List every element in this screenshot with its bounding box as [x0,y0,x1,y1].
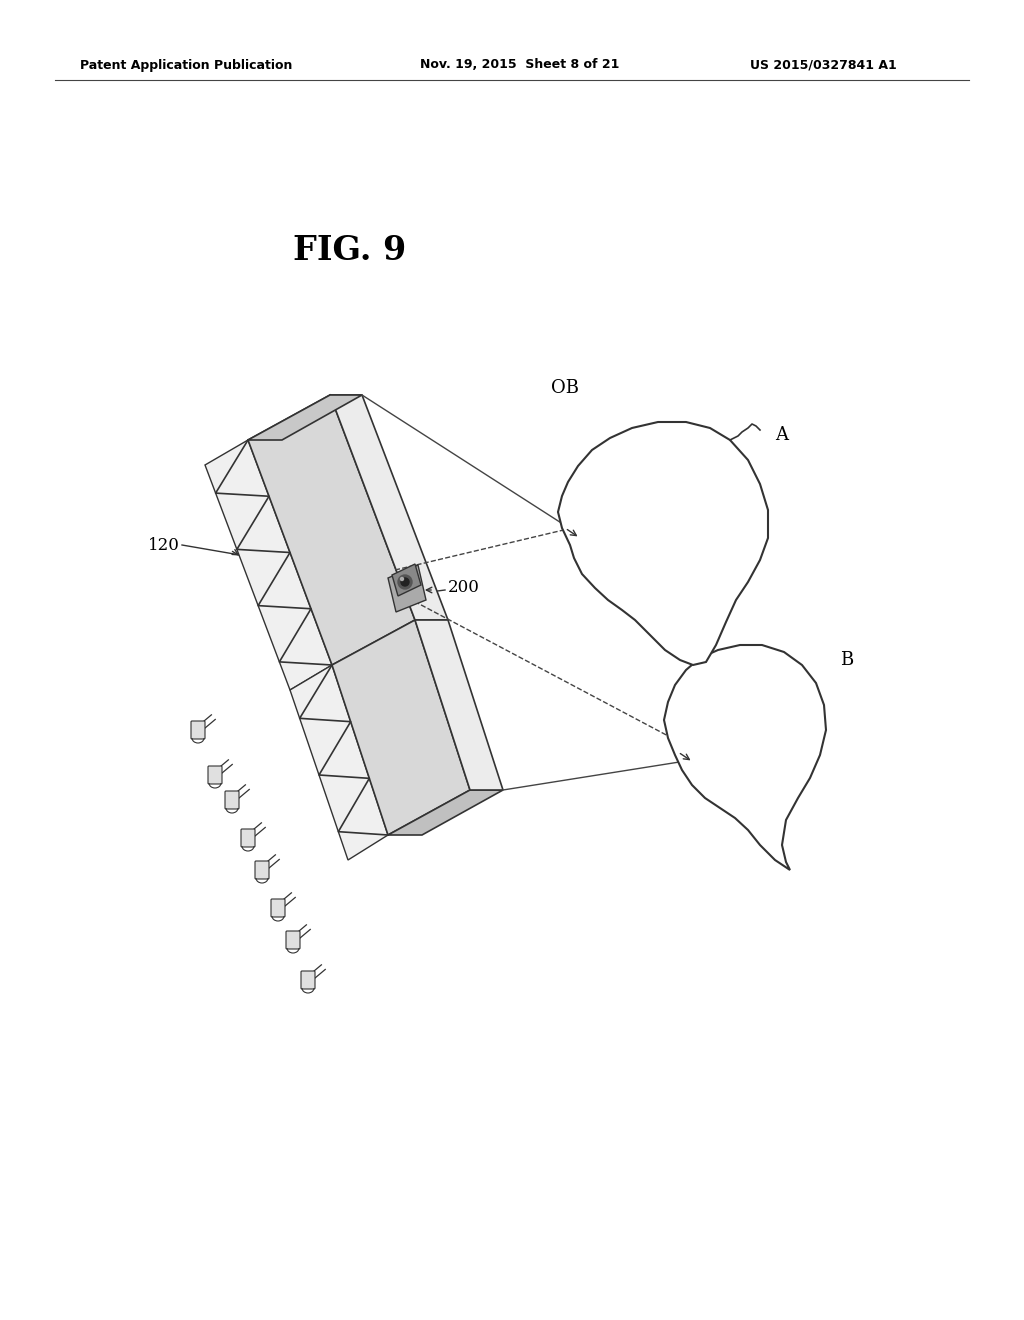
FancyBboxPatch shape [271,899,285,917]
FancyBboxPatch shape [225,791,239,809]
Text: US 2015/0327841 A1: US 2015/0327841 A1 [750,58,897,71]
Text: 200: 200 [449,579,480,597]
Text: FIG. 9: FIG. 9 [293,234,407,267]
Text: B: B [840,651,853,669]
FancyBboxPatch shape [286,931,300,949]
Polygon shape [388,789,503,836]
Polygon shape [392,564,421,597]
FancyBboxPatch shape [208,766,222,784]
Circle shape [400,578,403,581]
Polygon shape [388,565,426,612]
Polygon shape [558,422,768,665]
Polygon shape [290,665,388,861]
Circle shape [398,576,412,589]
FancyBboxPatch shape [301,972,315,989]
Polygon shape [205,440,332,690]
Polygon shape [332,620,470,836]
FancyBboxPatch shape [255,861,269,879]
Text: A: A [775,426,788,444]
Circle shape [401,578,409,586]
Polygon shape [248,395,362,440]
Polygon shape [415,620,503,789]
Text: Nov. 19, 2015  Sheet 8 of 21: Nov. 19, 2015 Sheet 8 of 21 [420,58,620,71]
FancyBboxPatch shape [191,721,205,739]
Polygon shape [330,395,449,620]
Polygon shape [248,395,415,665]
Text: OB: OB [551,379,579,397]
Text: Patent Application Publication: Patent Application Publication [80,58,293,71]
Text: 120: 120 [148,536,180,553]
FancyBboxPatch shape [241,829,255,847]
Polygon shape [664,645,826,870]
